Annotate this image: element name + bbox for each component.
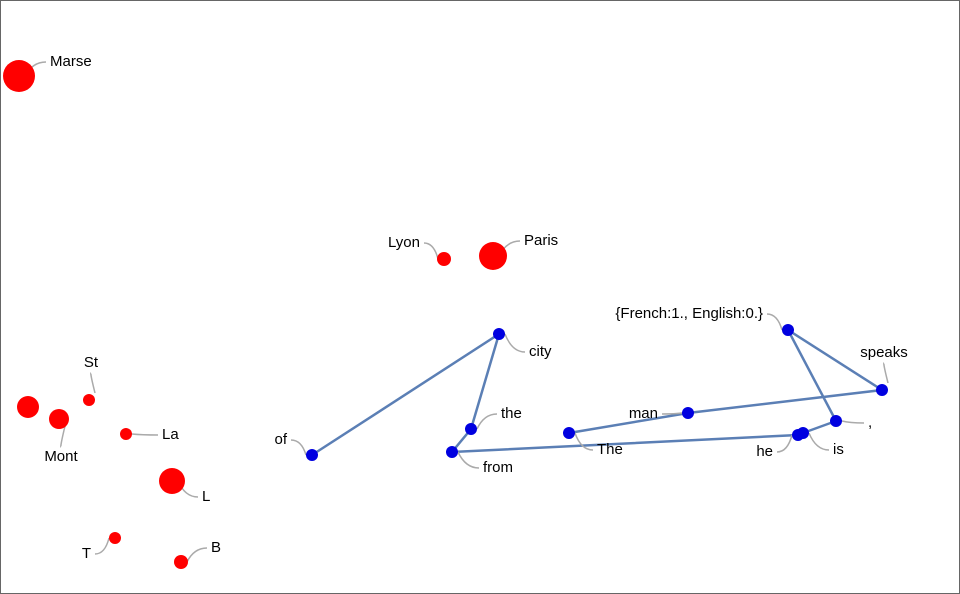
point-label: is (833, 441, 844, 458)
leader-line (186, 547, 208, 563)
leader-line (883, 362, 889, 384)
leader-line (90, 372, 96, 394)
leader-line (476, 413, 498, 430)
leader-line (841, 420, 865, 424)
unlabeled-point (17, 396, 39, 418)
blue-point (830, 415, 842, 427)
red-point (479, 242, 507, 270)
blue-point (682, 407, 694, 419)
point-label: city (529, 343, 552, 360)
leader-line (457, 451, 480, 469)
red-point (49, 409, 69, 429)
point-label: T (82, 545, 91, 562)
red-point (109, 532, 121, 544)
red-point (83, 394, 95, 406)
point-label: Paris (524, 232, 558, 249)
point-label: B (211, 539, 221, 556)
point-label: Mont (44, 448, 78, 465)
blue-point (465, 423, 477, 435)
leader-line (776, 434, 793, 453)
point-label: {French:1., English:0.} (615, 305, 763, 322)
point-label: man (629, 405, 658, 422)
blue-point (876, 384, 888, 396)
red-point (3, 60, 35, 92)
leader-line (766, 313, 783, 331)
point-label: the (501, 405, 522, 422)
leader-line (60, 425, 66, 448)
point-label: of (274, 431, 287, 448)
point-label: La (162, 426, 179, 443)
point-label: he (756, 443, 773, 460)
blue-point (446, 446, 458, 458)
red-point (120, 428, 132, 440)
blue-point (493, 328, 505, 340)
point-label: St (84, 354, 99, 371)
red-point (159, 468, 185, 494)
blue-point (782, 324, 794, 336)
leader-line (574, 432, 594, 451)
point-label: , (868, 414, 872, 431)
red-point (174, 555, 188, 569)
blue-point (563, 427, 575, 439)
leader-line (131, 433, 159, 436)
point-label: Marse (50, 53, 92, 70)
point-label: L (202, 488, 210, 505)
leader-line (504, 333, 526, 353)
point-label: Lyon (388, 234, 420, 251)
point-label: speaks (860, 344, 908, 361)
blue-point (306, 449, 318, 461)
point-label: from (483, 459, 513, 476)
leader-line (94, 537, 110, 555)
leader-line (290, 439, 307, 456)
leader-line (808, 432, 830, 451)
red-point (437, 252, 451, 266)
leader-line (423, 242, 439, 260)
point-label: The (597, 441, 623, 458)
leader-line (661, 412, 683, 415)
blue-point (797, 427, 809, 439)
